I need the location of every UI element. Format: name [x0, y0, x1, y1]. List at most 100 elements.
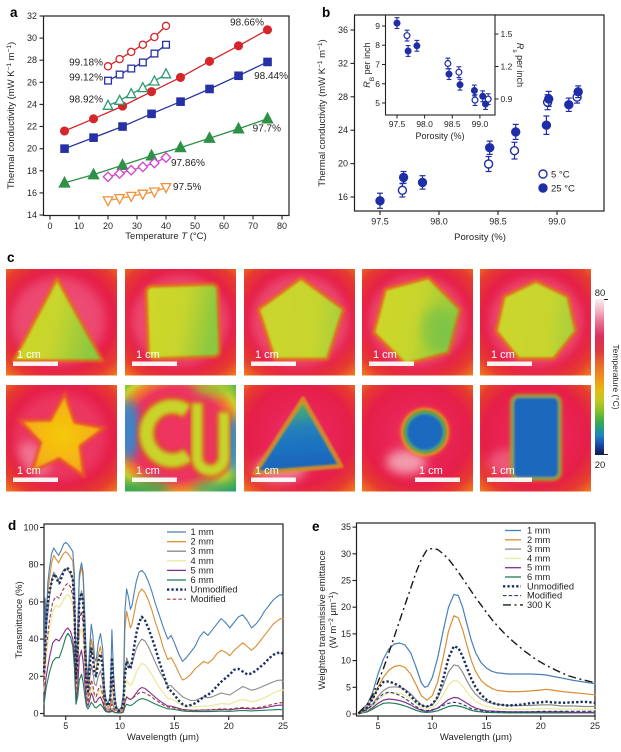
svg-text:20: 20	[595, 460, 606, 471]
svg-text:50: 50	[190, 221, 200, 231]
svg-text:20: 20	[103, 221, 113, 231]
svg-text:22: 22	[27, 122, 37, 132]
svg-text:98.5: 98.5	[489, 217, 507, 227]
svg-text:Temperature (°C): Temperature (°C)	[611, 344, 621, 409]
svg-text:6: 6	[375, 79, 380, 89]
svg-text:99.18%: 99.18%	[69, 58, 103, 69]
svg-text:1 cm: 1 cm	[255, 349, 279, 361]
svg-text:Wavelength (μm): Wavelength (μm)	[440, 732, 512, 743]
svg-text:Weighted transmissive emittanc: Weighted transmissive emittance	[317, 550, 328, 689]
svg-text:5 mm: 5 mm	[191, 565, 214, 575]
svg-text:5: 5	[63, 721, 68, 731]
svg-text:97.7%: 97.7%	[253, 124, 281, 135]
svg-text:6 mm: 6 mm	[527, 572, 550, 582]
svg-text:99.0: 99.0	[548, 217, 566, 227]
svg-text:10: 10	[341, 656, 351, 666]
svg-text:35: 35	[341, 522, 351, 532]
svg-text:5: 5	[346, 682, 351, 692]
svg-text:99.0: 99.0	[472, 119, 489, 129]
svg-text:Modified: Modified	[527, 591, 562, 601]
svg-text:6 mm: 6 mm	[191, 575, 214, 585]
svg-text:1 cm: 1 cm	[419, 465, 443, 477]
svg-text:9: 9	[375, 21, 380, 31]
svg-text:2 mm: 2 mm	[527, 535, 550, 545]
svg-text:97.5%: 97.5%	[173, 182, 201, 193]
svg-text:14: 14	[27, 210, 37, 220]
svg-text:32: 32	[338, 58, 348, 68]
svg-text:80: 80	[595, 288, 606, 299]
svg-text:20: 20	[27, 144, 37, 154]
svg-text:Temperature T (°C): Temperature T (°C)	[125, 231, 206, 242]
svg-text:97.5: 97.5	[389, 119, 406, 129]
svg-text:1 mm: 1 mm	[527, 526, 550, 536]
svg-text:0: 0	[33, 709, 38, 719]
svg-text:1.5: 1.5	[501, 29, 513, 39]
svg-text:10: 10	[115, 721, 125, 731]
svg-text:18: 18	[27, 166, 37, 176]
svg-text:Thermal conductivity (mW K−1 m: Thermal conductivity (mW K−1 m−1)	[6, 42, 18, 189]
svg-text:99.12%: 99.12%	[69, 73, 103, 84]
svg-text:Porosity (%): Porosity (%)	[415, 131, 464, 141]
svg-text:25: 25	[341, 576, 351, 586]
svg-text:100: 100	[23, 523, 38, 533]
svg-text:20: 20	[338, 159, 348, 169]
svg-text:60: 60	[219, 221, 229, 231]
svg-text:70: 70	[248, 221, 258, 231]
svg-text:40: 40	[28, 634, 38, 644]
svg-text:7: 7	[375, 60, 380, 70]
svg-text:15: 15	[169, 721, 179, 731]
svg-text:26: 26	[27, 77, 37, 87]
svg-text:4 mm: 4 mm	[527, 553, 550, 563]
svg-text:Wavelength (μm): Wavelength (μm)	[127, 732, 199, 743]
svg-text:20: 20	[28, 671, 38, 681]
svg-text:3 mm: 3 mm	[527, 544, 550, 554]
svg-text:c: c	[7, 250, 15, 265]
svg-text:e: e	[312, 519, 320, 534]
svg-text:1 cm: 1 cm	[136, 349, 160, 361]
svg-text:60: 60	[28, 597, 38, 607]
svg-text:80: 80	[28, 560, 38, 570]
svg-text:300 K: 300 K	[527, 600, 552, 610]
svg-text:98.5: 98.5	[444, 119, 461, 129]
svg-text:8: 8	[375, 40, 380, 50]
svg-text:1 cm: 1 cm	[373, 349, 397, 361]
svg-text:1 cm: 1 cm	[17, 465, 41, 477]
svg-text:Thermal conductivity (mW K−1 m: Thermal conductivity (mW K−1 m−1)	[317, 39, 329, 186]
svg-text:Unmodified: Unmodified	[527, 581, 574, 591]
svg-text:5: 5	[375, 98, 380, 108]
svg-text:98.0: 98.0	[430, 217, 448, 227]
svg-text:a: a	[10, 5, 18, 20]
svg-text:30: 30	[341, 549, 351, 559]
svg-text:2 mm: 2 mm	[191, 537, 214, 547]
svg-text:Modified: Modified	[191, 594, 226, 604]
svg-text:97.86%: 97.86%	[171, 158, 205, 169]
svg-text:20: 20	[341, 602, 351, 612]
svg-text:10: 10	[74, 221, 84, 231]
svg-text:98.44%: 98.44%	[254, 71, 288, 82]
svg-text:25: 25	[278, 721, 288, 731]
svg-text:5 mm: 5 mm	[527, 563, 550, 573]
svg-text:98.0: 98.0	[416, 119, 433, 129]
svg-text:28: 28	[338, 92, 348, 102]
svg-text:24: 24	[27, 99, 37, 109]
svg-text:d: d	[8, 518, 16, 533]
svg-text:98.66%: 98.66%	[230, 18, 264, 29]
svg-text:10: 10	[427, 721, 437, 731]
svg-text:0.9: 0.9	[501, 94, 513, 104]
svg-text:30: 30	[27, 33, 37, 43]
svg-text:5 °C: 5 °C	[551, 170, 570, 181]
svg-text:97.5: 97.5	[371, 217, 389, 227]
svg-text:1 cm: 1 cm	[491, 465, 515, 477]
svg-text:1 mm: 1 mm	[191, 527, 214, 537]
svg-text:Transmittance (%): Transmittance (%)	[14, 581, 25, 658]
svg-text:28: 28	[27, 55, 37, 65]
svg-text:36: 36	[338, 25, 348, 35]
svg-text:98.92%: 98.92%	[69, 95, 103, 106]
svg-text:b: b	[322, 5, 330, 20]
svg-text:(W m−2 μm−1): (W m−2 μm−1)	[328, 592, 340, 649]
svg-text:0: 0	[346, 709, 351, 719]
svg-text:Porosity (%): Porosity (%)	[454, 232, 506, 243]
svg-text:32: 32	[27, 11, 37, 21]
svg-text:Unmodified: Unmodified	[191, 585, 238, 595]
svg-text:16: 16	[338, 192, 348, 202]
